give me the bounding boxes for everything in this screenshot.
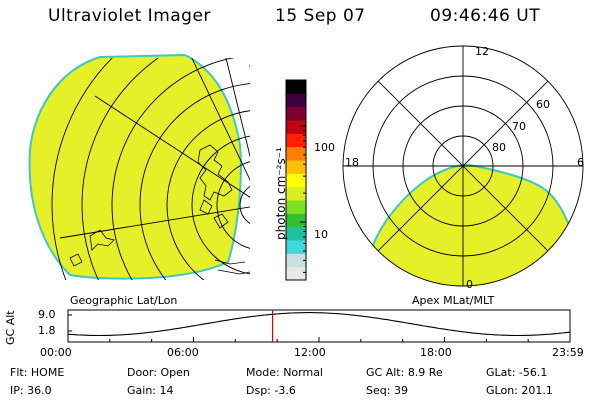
gain-value: 14	[159, 384, 174, 397]
meridian-line	[249, 65, 250, 71]
gain-field: Gain: 14	[127, 384, 174, 397]
glat-label: GLat:	[486, 366, 516, 379]
colorbar-segment	[286, 200, 306, 214]
colorbar-segment	[286, 146, 306, 161]
geographic-projection	[28, 53, 250, 280]
dsp-field: Dsp: -3.6	[246, 384, 296, 397]
apex-caption: Apex MLat/MLT	[412, 294, 495, 307]
colorbar-segment	[286, 253, 306, 268]
orbit-xtick-1800: 18:00	[420, 346, 452, 359]
colorbar-segment	[286, 160, 306, 174]
mode-label: Mode:	[246, 366, 280, 379]
door-field: Door: Open	[127, 366, 190, 379]
colorbar-segment	[286, 120, 306, 134]
latitude-circle	[139, 83, 250, 280]
geographic-caption: Geographic Lat/Lon	[70, 294, 178, 307]
mlt-label-12: 12	[475, 45, 489, 58]
seq-field: Seq: 39	[366, 384, 408, 397]
orbit-xtick-0600: 06:00	[167, 346, 199, 359]
latitude-circle	[239, 186, 250, 224]
meridian-line	[225, 58, 250, 158]
latitude-circle	[216, 161, 250, 249]
gain-label: Gain:	[127, 384, 156, 397]
instrument-title: Ultraviolet Imager	[48, 6, 211, 26]
dsp-label: Dsp:	[246, 384, 271, 397]
altitude-curve	[67, 312, 571, 337]
meridian-line	[59, 206, 250, 239]
seq-label: Seq:	[366, 384, 391, 397]
orbit-xtick-1200: 12:00	[294, 346, 326, 359]
mlat-label-80: 80	[492, 141, 506, 154]
coastlines	[69, 144, 250, 275]
glat-field: GLat: -56.1	[486, 366, 547, 379]
ip-value: 36.0	[27, 384, 52, 397]
gcalt-value: 8.9 Re	[407, 366, 443, 379]
colorbar-segment	[286, 106, 306, 121]
mlt-label-18: 18	[345, 156, 359, 169]
flt-field: Flt: HOME	[10, 366, 64, 379]
colorbar-tick-10: 10	[314, 228, 328, 241]
orbit-xtick-2359: 23:59	[552, 346, 584, 359]
mlt-label-0: 0	[466, 278, 473, 291]
mlt-line-diagonal	[377, 80, 549, 252]
meridian-line	[191, 58, 250, 181]
meridian-line	[94, 95, 250, 198]
glon-value: 201.1	[521, 384, 553, 397]
intensity-colorbar	[285, 79, 307, 281]
magnetic-polar-projection	[342, 45, 584, 287]
flt-label: Flt:	[10, 366, 28, 379]
lat-lon-grid	[51, 58, 250, 280]
mlat-mlt-grid	[342, 45, 584, 287]
colorbar-segment	[286, 173, 306, 188]
orbit-xtick-0000: 00:00	[40, 346, 72, 359]
mlat-label-70: 70	[512, 120, 526, 133]
mlt-label-6: 6	[577, 156, 584, 169]
latitude-circle	[166, 110, 250, 280]
door-label: Door:	[127, 366, 157, 379]
orbit-ylabel: GC Alt	[4, 310, 17, 345]
gcalt-label: GC Alt:	[366, 366, 405, 379]
seq-value: 39	[393, 384, 408, 397]
mlat-label-60: 60	[536, 98, 550, 111]
latitude-circle	[81, 58, 159, 280]
orbit-ytick-1-8: 1.8	[38, 324, 56, 337]
glon-field: GLon: 201.1	[486, 384, 553, 397]
glat-value: -56.1	[518, 366, 548, 379]
glon-label: GLon:	[486, 384, 518, 397]
ip-label: IP:	[10, 384, 24, 397]
colorbar-segment	[286, 186, 306, 201]
flt-value: HOME	[30, 366, 65, 379]
colorbar-segment	[286, 80, 306, 94]
mode-value: Normal	[283, 366, 323, 379]
colorbar-segment	[286, 266, 306, 281]
colorbar-frame	[285, 79, 307, 281]
latitude-circle	[111, 58, 235, 280]
orbit-ytick-9: 9.0	[38, 308, 56, 321]
observation-date: 15 Sep 07	[275, 6, 366, 26]
latitude-circle	[191, 135, 250, 275]
orbit-altitude-plot	[67, 309, 571, 343]
door-value: Open	[160, 366, 190, 379]
colorbar-segment	[286, 226, 306, 241]
colorbar-segment	[286, 213, 306, 228]
uv-image-geographic	[28, 53, 242, 280]
mode-field: Mode: Normal	[246, 366, 323, 379]
gcalt-field: GC Alt: 8.9 Re	[366, 366, 443, 379]
latitude-circle	[51, 58, 113, 280]
colorbar-segment	[286, 240, 306, 254]
colorbar-segment	[286, 133, 306, 148]
colorbar-unit-label: photon cm⁻²s⁻¹	[274, 147, 288, 240]
colorbar-tick-100: 100	[314, 141, 335, 154]
ip-field: IP: 36.0	[10, 384, 52, 397]
observation-time: 09:46:46 UT	[430, 6, 541, 26]
colorbar-segment	[286, 93, 306, 108]
dsp-value: -3.6	[274, 384, 296, 397]
